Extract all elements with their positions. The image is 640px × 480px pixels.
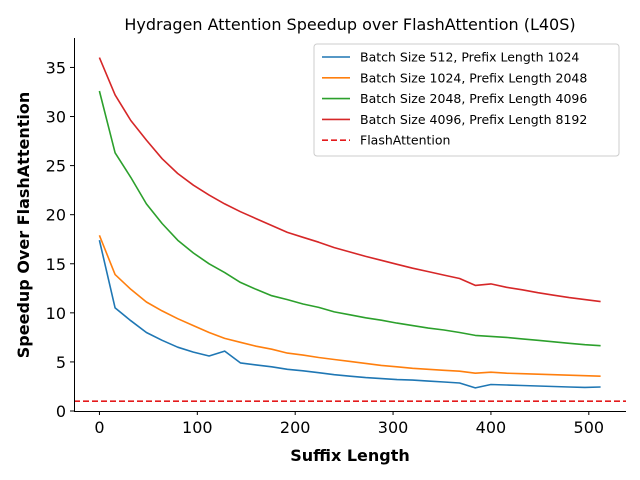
series-line-4 xyxy=(98,57,601,303)
legend-label: Batch Size 512, Prefix Length 1024 xyxy=(360,50,579,65)
y-axis-label: Speedup Over FlashAttention xyxy=(14,92,33,358)
x-tick-label: 500 xyxy=(574,418,605,437)
y-tick-label: 30 xyxy=(46,108,66,127)
series-line-1 xyxy=(98,240,601,389)
series-line-2 xyxy=(98,235,601,377)
legend-label: Batch Size 4096, Prefix Length 8192 xyxy=(360,112,587,127)
legend-label: FlashAttention xyxy=(360,133,450,148)
y-tick-label: 15 xyxy=(46,255,66,274)
y-tick-label: 5 xyxy=(56,353,66,372)
legend-label: Batch Size 1024, Prefix Length 2048 xyxy=(360,70,587,85)
x-tick-label: 200 xyxy=(280,418,311,437)
legend-label: Batch Size 2048, Prefix Length 4096 xyxy=(360,91,587,106)
x-axis-label: Suffix Length xyxy=(290,446,410,465)
series-line-3 xyxy=(98,90,601,347)
y-tick-label: 25 xyxy=(46,157,66,176)
legend: Batch Size 512, Prefix Length 1024 Batch … xyxy=(313,43,620,157)
legend-frame xyxy=(313,43,620,157)
y-tick-label: 35 xyxy=(46,58,66,77)
x-tick-label: 0 xyxy=(94,418,104,437)
x-tick-label: 100 xyxy=(182,418,213,437)
y-tick-label: 0 xyxy=(56,402,66,421)
y-tick-label: 20 xyxy=(46,206,66,225)
x-tick-label: 400 xyxy=(476,418,507,437)
chart-title: Hydragen Attention Speedup over FlashAtt… xyxy=(124,15,575,34)
y-tick-label: 10 xyxy=(46,304,66,323)
x-tick-label: 300 xyxy=(378,418,409,437)
